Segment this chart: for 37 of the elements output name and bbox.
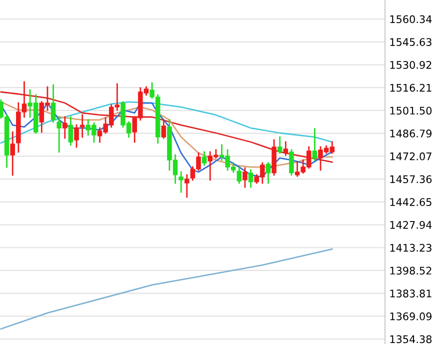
- candlestick: [266, 162, 271, 184]
- line-series: [0, 91, 333, 163]
- candlestick: [50, 84, 56, 123]
- line-series: [0, 101, 333, 144]
- candlestick: [202, 151, 207, 166]
- y-tick-label: 1545.63: [390, 38, 432, 46]
- candlestick: [161, 119, 166, 139]
- candlestick: [56, 116, 62, 153]
- y-tick-label: 1486.79: [390, 130, 432, 138]
- y-tick-label: 1398.52: [390, 266, 432, 275]
- candlestick: [283, 141, 288, 156]
- y-tick-label: 1560.34: [390, 15, 432, 24]
- y-tick-label: 1530.92: [390, 60, 432, 69]
- candlestick: [74, 124, 79, 148]
- y-tick-label: 1501.50: [390, 106, 432, 115]
- candlestick: [289, 149, 294, 176]
- y-tick-label: 1472.07: [390, 152, 432, 160]
- candlestick: [184, 174, 190, 198]
- candlestick: [242, 167, 248, 188]
- candlestick: [68, 116, 74, 146]
- y-tick-label: 1413.23: [390, 244, 432, 252]
- line-series: [0, 248, 333, 330]
- candlestick: [62, 116, 68, 139]
- y-tick-label: 1427.94: [390, 220, 432, 229]
- candlestick: [277, 136, 282, 154]
- y-tick-label: 1383.81: [390, 290, 432, 298]
- candlestick: [312, 128, 318, 161]
- candlestick: [178, 171, 184, 193]
- candlestick: [248, 169, 254, 188]
- candlestick: [236, 167, 242, 184]
- y-tick-label: 1442.65: [390, 198, 432, 206]
- y-tick-label: 1369.09: [390, 312, 432, 320]
- y-tick-label: 1457.36: [390, 175, 432, 184]
- y-tick-label: 1354.38: [390, 335, 432, 344]
- candlestick: [80, 114, 85, 138]
- y-tick-label: 1516.21: [390, 84, 432, 92]
- candlestick: [10, 131, 15, 176]
